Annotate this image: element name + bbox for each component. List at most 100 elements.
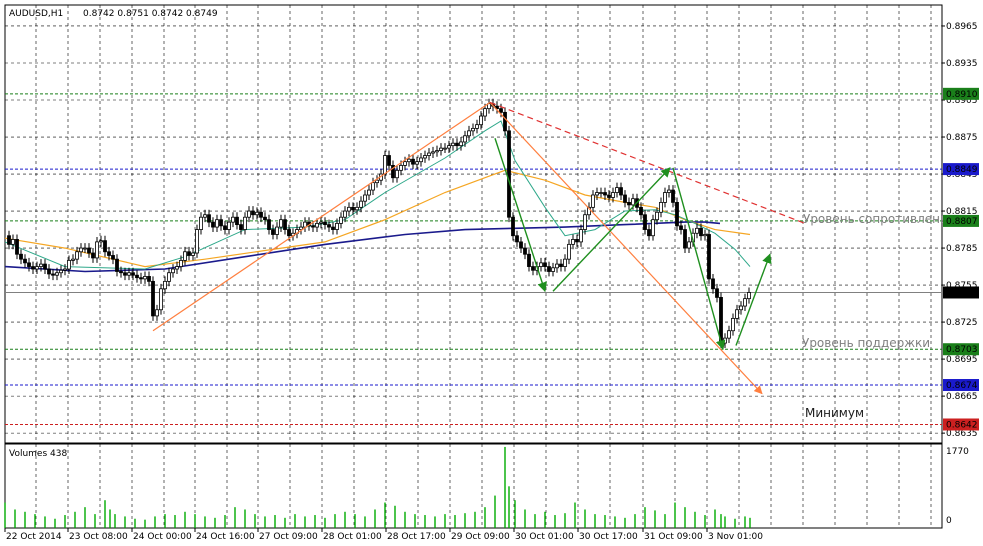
candle-body: [235, 216, 239, 226]
x-tick-label: 22 Oct 2014: [6, 532, 62, 542]
candle-body: [343, 210, 347, 218]
x-tick-label: 28 Oct 01:00: [323, 532, 382, 542]
candle-body: [67, 259, 71, 270]
candle-body: [59, 269, 63, 274]
candle-body: [167, 272, 171, 282]
candle-body: [507, 130, 511, 218]
candle-body: [43, 263, 47, 270]
candle-body: [251, 210, 255, 216]
candle-body: [47, 268, 51, 275]
candle-body: [687, 241, 691, 249]
candle-body: [539, 262, 543, 267]
candle-body: [647, 229, 651, 237]
ma-slow-line: [4, 221, 721, 273]
green-arrows: [494, 138, 772, 351]
candle-body: [15, 239, 19, 255]
resistance-label: Уровень сопротивления: [803, 212, 955, 226]
candle-body: [107, 251, 111, 256]
x-tick-label: 29 Oct 09:00: [451, 532, 510, 542]
chart-ohlc-label: 0.8742 0.8751 0.8742 0.8749: [83, 9, 218, 19]
candle-body: [119, 271, 123, 274]
candle-body: [623, 194, 627, 203]
minimum-label: Минимум: [805, 406, 864, 420]
candle-body: [703, 234, 707, 237]
candle-body: [515, 235, 519, 243]
candle-body: [299, 226, 303, 230]
volume-label: Volumes 438: [9, 449, 67, 459]
y-tick-label: 0.8965: [946, 22, 978, 32]
candle-body: [79, 247, 83, 253]
y-tick-label: 0.8635: [946, 429, 978, 439]
candle-body: [591, 194, 595, 208]
candle-body: [415, 161, 419, 165]
candle-body: [559, 263, 563, 267]
candle-body: [375, 179, 379, 184]
candle-body: [531, 266, 535, 271]
candle-body: [547, 266, 551, 272]
candle-body: [595, 192, 599, 196]
candle-body: [127, 272, 131, 276]
level-label: 0.8749: [946, 288, 978, 298]
candle-body: [683, 229, 687, 249]
candle-body: [239, 224, 243, 230]
x-tick-label: 31 Oct 09:00: [644, 532, 703, 542]
candle-body: [151, 280, 155, 317]
gridlines: [4, 5, 942, 443]
candle-body: [543, 262, 547, 267]
candle-body: [503, 111, 507, 132]
candle-body: [655, 211, 659, 221]
candle-body: [187, 251, 191, 256]
candle-body: [75, 251, 79, 260]
candle-body: [423, 155, 427, 159]
candle-body: [599, 192, 603, 194]
candle-body: [311, 225, 315, 228]
level-label: 0.8703: [946, 345, 978, 355]
candle-body: [139, 277, 143, 280]
level-label: 0.8807: [946, 217, 978, 227]
candle-body: [87, 247, 91, 254]
candle-body: [615, 187, 619, 193]
candle-body: [607, 194, 611, 198]
support-label: Уровень поддержки: [802, 336, 930, 350]
candle-body: [111, 255, 115, 260]
y-tick-label: 0.8725: [946, 318, 978, 328]
candle-body: [659, 202, 663, 213]
candle-body: [371, 182, 375, 191]
time-axis: 22 Oct 2014 23 Oct 08:00 24 Oct 00:00 24 Oc…: [4, 528, 763, 542]
orange-trendline: [152, 101, 491, 332]
candle-body: [395, 169, 399, 179]
candle-body: [135, 274, 139, 279]
x-tick-label: 27 Oct 09:00: [259, 532, 318, 542]
candle-body: [431, 151, 435, 154]
candle-body: [359, 200, 363, 208]
candle-body: [31, 266, 35, 270]
price-axis: 0.89650.89350.89050.88750.88450.88150.87…: [942, 22, 979, 439]
volume-bars: [4, 446, 751, 528]
candle-body: [527, 253, 531, 267]
candle-body: [351, 206, 355, 211]
candle-body: [475, 124, 479, 129]
candle-body: [447, 145, 451, 149]
candle-body: [51, 273, 55, 276]
x-tick-label: 28 Oct 17:00: [387, 532, 446, 542]
candle-body: [463, 135, 467, 143]
horizontal-levels: [5, 93, 942, 425]
candle-body: [411, 158, 415, 165]
candle-body: [467, 130, 471, 137]
candle-body: [643, 214, 647, 230]
candle-body: [619, 187, 623, 196]
candle-body: [215, 219, 219, 228]
candle-body: [747, 292, 751, 300]
x-tick-label: 24 Oct 16:00: [196, 532, 255, 542]
x-tick-label: 30 Oct 17:00: [579, 532, 638, 542]
candle-body: [443, 147, 447, 150]
candle-body: [587, 206, 591, 216]
candle-body: [163, 280, 167, 290]
candle-body: [511, 216, 515, 237]
candle-body: [679, 225, 683, 230]
candle-body: [259, 211, 263, 218]
candle-body: [471, 127, 475, 132]
candle-body: [143, 276, 147, 280]
candle-body: [339, 216, 343, 224]
green-arrow: [494, 138, 547, 293]
